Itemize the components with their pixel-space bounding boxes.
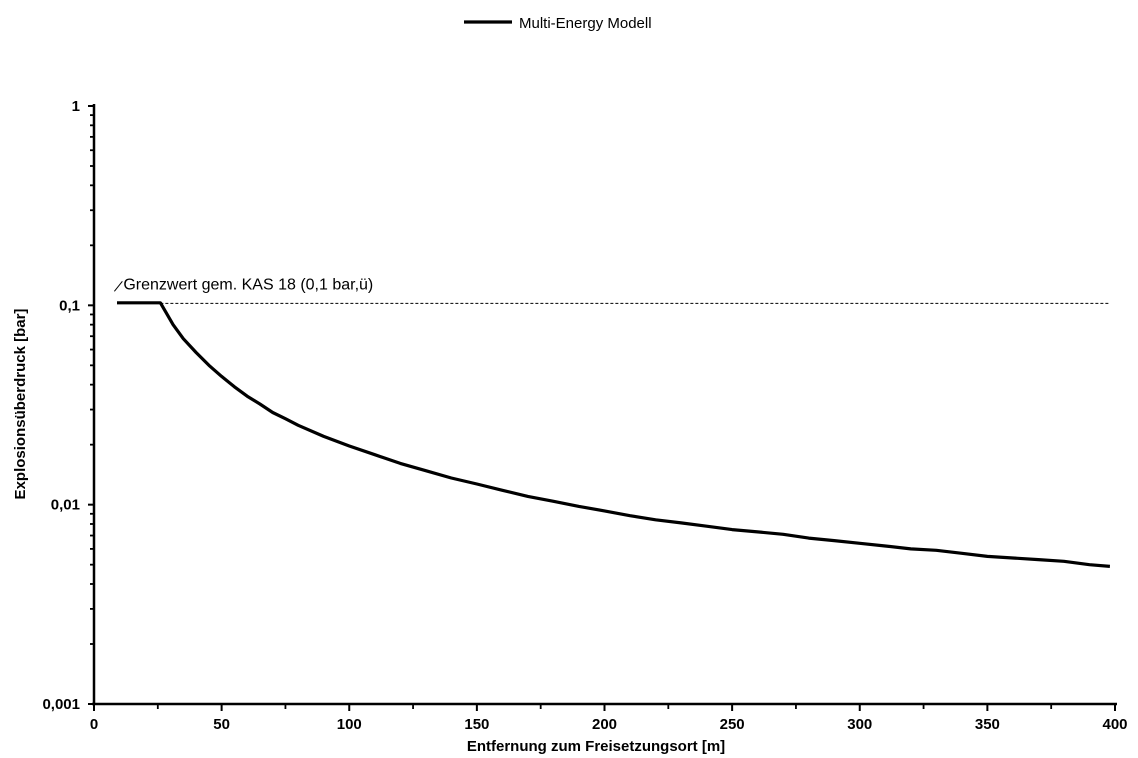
x-axis-title: Entfernung zum Freisetzungsort [m]: [467, 738, 725, 755]
annotation-leader: [113, 281, 123, 292]
y-axis-ticks: 0,001 0,01 0,1 1: [42, 98, 94, 713]
y-tick-label: 0,001: [42, 696, 80, 713]
x-tick-label: 300: [847, 716, 872, 733]
y-tick-label: 0,01: [51, 497, 80, 514]
x-tick-label: 250: [720, 716, 745, 733]
x-tick-label: 150: [464, 716, 489, 733]
legend-label: Multi-Energy Modell: [519, 15, 652, 32]
y-axis-title: Explosionsüberdruck [bar]: [12, 309, 29, 500]
x-tick-label: 50: [213, 716, 230, 733]
series-group: [117, 301, 1111, 568]
y-tick-label: 1: [72, 98, 80, 115]
threshold-annotation: Grenzwert gem. KAS 18 (0,1 bar,ü): [123, 276, 373, 293]
x-tick-label: 0: [90, 716, 98, 733]
x-axis-ticks: 0 50 100 150 200 250 300 350 400: [90, 704, 1128, 733]
y-tick-label: 0,1: [59, 297, 80, 314]
x-tick-label: 100: [337, 716, 362, 733]
x-tick-label: 350: [975, 716, 1000, 733]
x-tick-label: 400: [1102, 716, 1127, 733]
legend: Multi-Energy Modell: [464, 15, 652, 32]
x-tick-label: 200: [592, 716, 617, 733]
series-line: [117, 301, 1111, 568]
